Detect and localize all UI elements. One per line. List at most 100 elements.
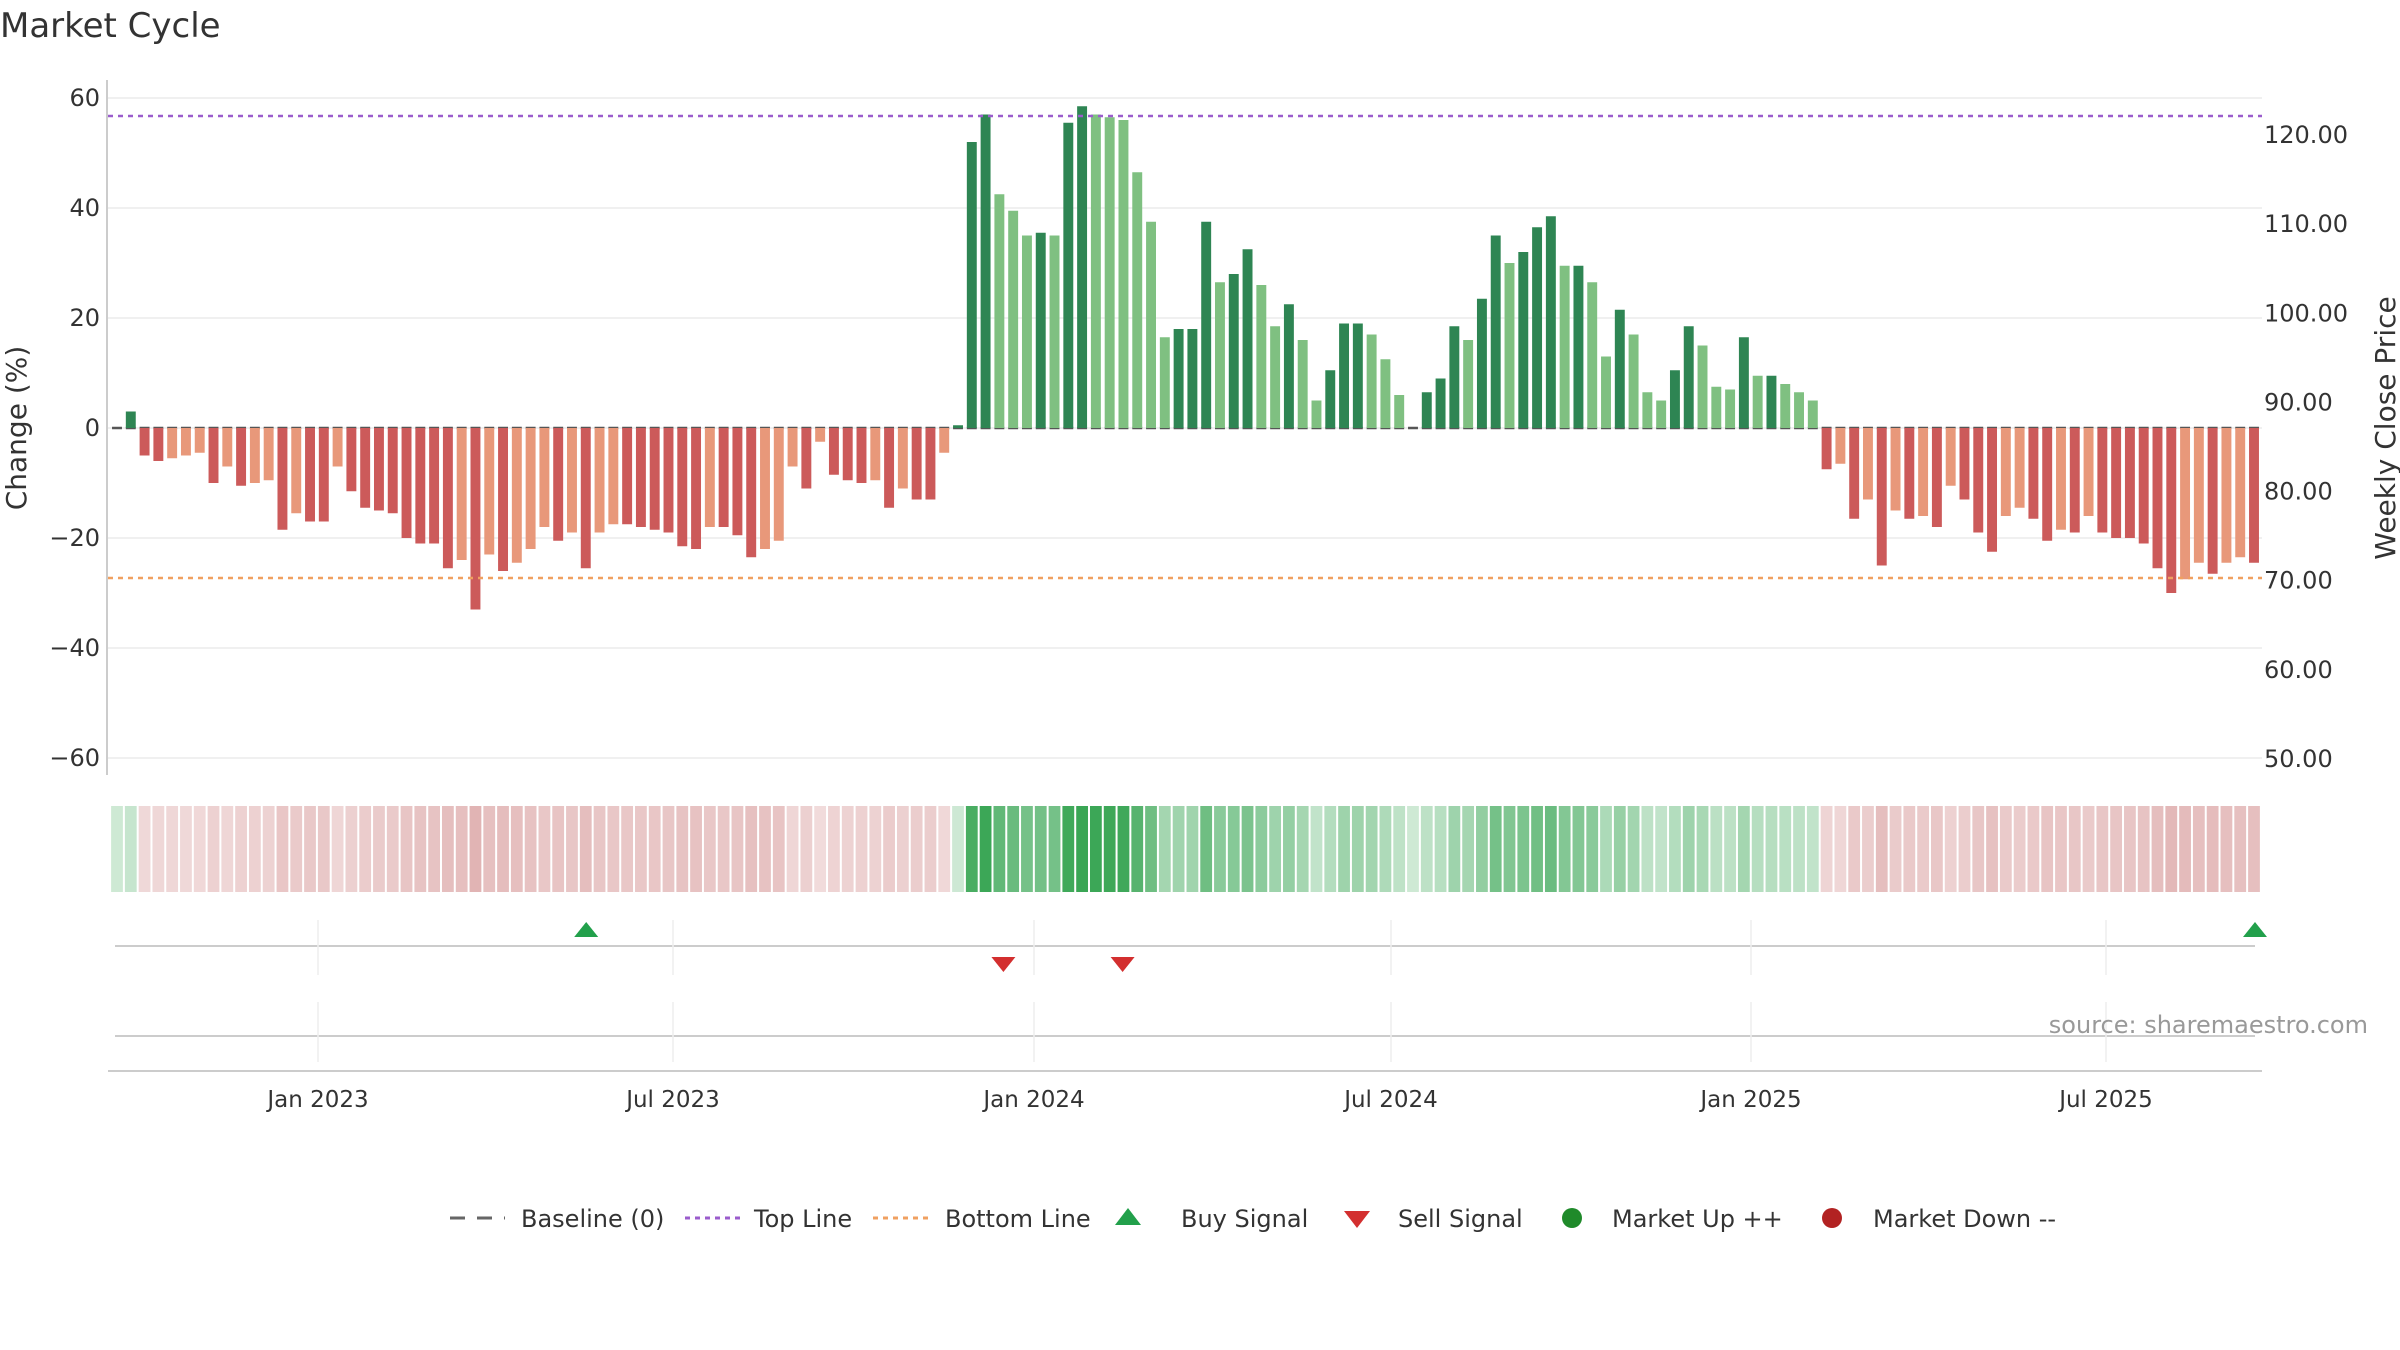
legend-market-up: Market Up ++ [1562, 1205, 1783, 1233]
heat-cell [2179, 806, 2191, 892]
bar [318, 428, 329, 522]
bar [539, 428, 550, 527]
heat-cell [2110, 806, 2123, 892]
heat-cell [455, 806, 468, 892]
bar [456, 428, 467, 560]
heat-cell [924, 806, 937, 892]
bar [180, 428, 191, 456]
heat-cell [814, 806, 827, 892]
heat-cell [2165, 806, 2178, 892]
heat-cell [1338, 806, 1350, 892]
heat-cell [1931, 806, 1943, 892]
svg-text:Market Up ++: Market Up ++ [1612, 1205, 1783, 1233]
heat-cell [469, 806, 482, 892]
heat-cell [2206, 806, 2219, 892]
heat-cell [2013, 806, 2026, 892]
bar [732, 428, 743, 536]
bar [1725, 389, 1736, 428]
heat-cell [373, 806, 385, 892]
heat-cell [497, 806, 509, 892]
svg-text:Top Line: Top Line [753, 1205, 852, 1233]
bar [194, 428, 205, 453]
bar [1435, 378, 1446, 428]
bar [622, 428, 633, 525]
heat-cell [1283, 806, 1295, 892]
bar [1628, 334, 1639, 428]
bar [1711, 386, 1722, 428]
bar [1104, 117, 1115, 428]
legend-baseline: Baseline (0) [450, 1205, 664, 1233]
bar [1849, 428, 1860, 519]
svg-text:Bottom Line: Bottom Line [945, 1205, 1091, 1233]
heat-cell [1682, 806, 1695, 892]
heat-cell [2234, 806, 2247, 892]
heat-cell [1103, 806, 1116, 892]
source-text: source: sharemaestro.com [2049, 1011, 2368, 1039]
heat-cell [635, 806, 647, 892]
y-tick-label: −20 [49, 524, 100, 552]
heat-cell [1903, 806, 1916, 892]
heat-cell [1407, 806, 1419, 892]
bar [1449, 326, 1460, 428]
bar [1738, 337, 1749, 428]
bar [553, 428, 564, 541]
bar [222, 428, 233, 467]
bar [1297, 340, 1308, 428]
heat-cell [2137, 806, 2150, 892]
bar [2180, 428, 2191, 580]
heat-cell [910, 806, 923, 892]
heat-cell [993, 806, 1006, 892]
heat-cell [1710, 806, 1723, 892]
heat-cell [331, 806, 344, 892]
heat-cell [290, 806, 303, 892]
signal-panel [115, 920, 2267, 975]
bar [249, 428, 260, 483]
x-axis-ticks: Jan 2023 Jul 2023 Jan 2024 Jul 2024 Jan 2025… [265, 1087, 2152, 1113]
bar [415, 428, 426, 544]
bar [1587, 282, 1598, 428]
heat-cell [248, 806, 261, 892]
bar [773, 428, 784, 541]
heat-cell [180, 806, 192, 892]
heat-cell [662, 806, 675, 892]
bar [1601, 356, 1611, 428]
bar [1132, 172, 1143, 428]
heat-cell [607, 806, 620, 892]
heat-cell [1655, 806, 1668, 892]
heat-cell [1765, 806, 1778, 892]
heat-cell [1779, 806, 1792, 892]
bar [1077, 106, 1088, 428]
bar [856, 428, 867, 483]
bar [1821, 428, 1832, 470]
bar [429, 428, 440, 544]
bar [1311, 400, 1322, 428]
heat-cell [524, 806, 537, 892]
heat-cell [138, 806, 151, 892]
heat-cell [235, 806, 247, 892]
bar [1504, 263, 1515, 428]
legend-buy-signal: Buy Signal [1115, 1205, 1308, 1233]
heat-cell [414, 806, 427, 892]
heat-cell [2151, 806, 2164, 892]
heat-cell [2096, 806, 2109, 892]
x-tick-label: Jul 2023 [624, 1087, 720, 1113]
heat-cell [938, 806, 951, 892]
heat-cell [2027, 806, 2040, 892]
bar [980, 114, 991, 428]
heat-cell [1076, 806, 1088, 892]
heat-cell [952, 806, 964, 892]
bar [1876, 428, 1887, 566]
y2-tick-label: 50.00 [2264, 745, 2333, 773]
heat-cell [717, 806, 730, 892]
bar [277, 428, 288, 530]
heat-cell [221, 806, 234, 892]
heat-cell [1241, 806, 1254, 892]
bar [1063, 122, 1074, 428]
bar [1959, 428, 1970, 500]
bar [1256, 285, 1267, 428]
bar [2235, 428, 2246, 558]
bar [2056, 428, 2066, 530]
heat-cell [566, 806, 578, 892]
market-heat-band [111, 806, 2260, 892]
